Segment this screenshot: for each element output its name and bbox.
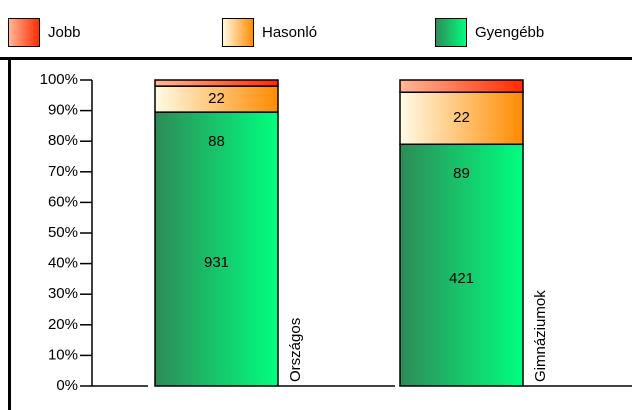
- legend-label: Gyengébb: [475, 24, 544, 41]
- legend-label: Jobb: [48, 24, 81, 41]
- legend-swatch: [8, 18, 40, 47]
- y-tick-label: 100%: [40, 71, 78, 88]
- legend-label: Hasonló: [262, 24, 317, 41]
- legend-swatch: [222, 18, 254, 47]
- bar-label: 89: [453, 165, 470, 182]
- bar-label: 22: [453, 109, 470, 126]
- bar-label: 88: [208, 133, 225, 150]
- bar-segment: [399, 143, 524, 387]
- bar-label: 22: [208, 90, 225, 107]
- y-tick-label: 0%: [56, 377, 78, 394]
- y-tick-label: 20%: [48, 316, 78, 333]
- x-tick-label: Országos: [287, 318, 304, 382]
- x-tick-label: Gimnáziumok: [532, 290, 549, 382]
- bar-segment: [154, 85, 279, 113]
- bar-segment: [399, 79, 524, 93]
- bar-segment: [399, 91, 524, 146]
- y-tick-label: 10%: [48, 346, 78, 363]
- bar-label: 421: [449, 270, 474, 287]
- y-tick-label: 60%: [48, 193, 78, 210]
- bar-label: 931: [204, 254, 229, 271]
- legend-swatch: [435, 18, 467, 47]
- y-tick-label: 40%: [48, 255, 78, 272]
- y-tick-label: 80%: [48, 132, 78, 149]
- bar-segment: [154, 79, 279, 87]
- y-tick-label: 70%: [48, 163, 78, 180]
- y-tick-label: 30%: [48, 285, 78, 302]
- y-tick-label: 50%: [48, 224, 78, 241]
- bar-segment: [154, 111, 279, 387]
- y-tick-label: 90%: [48, 102, 78, 119]
